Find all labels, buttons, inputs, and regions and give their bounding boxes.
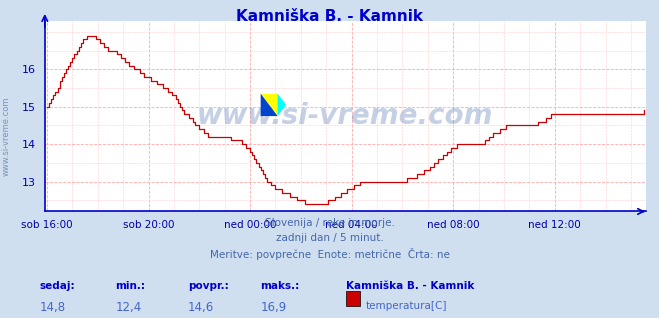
Text: 14,6: 14,6 <box>188 301 214 314</box>
Text: Kamniška B. - Kamnik: Kamniška B. - Kamnik <box>346 281 474 291</box>
Text: Slovenija / reke in morje.: Slovenija / reke in morje. <box>264 218 395 228</box>
Text: maks.:: maks.: <box>260 281 300 291</box>
Polygon shape <box>277 93 286 116</box>
Polygon shape <box>261 93 277 116</box>
Text: zadnji dan / 5 minut.: zadnji dan / 5 minut. <box>275 233 384 243</box>
Text: 12,4: 12,4 <box>115 301 142 314</box>
Text: temperatura[C]: temperatura[C] <box>366 301 447 310</box>
Text: Meritve: povprečne  Enote: metrične  Črta: ne: Meritve: povprečne Enote: metrične Črta:… <box>210 248 449 260</box>
Text: povpr.:: povpr.: <box>188 281 229 291</box>
Polygon shape <box>261 93 277 116</box>
Text: 16,9: 16,9 <box>260 301 287 314</box>
Text: Kamniška B. - Kamnik: Kamniška B. - Kamnik <box>236 9 423 24</box>
Text: min.:: min.: <box>115 281 146 291</box>
Text: sedaj:: sedaj: <box>40 281 75 291</box>
Text: 14,8: 14,8 <box>40 301 66 314</box>
Text: www.si-vreme.com: www.si-vreme.com <box>197 102 494 130</box>
Text: www.si-vreme.com: www.si-vreme.com <box>2 97 11 176</box>
